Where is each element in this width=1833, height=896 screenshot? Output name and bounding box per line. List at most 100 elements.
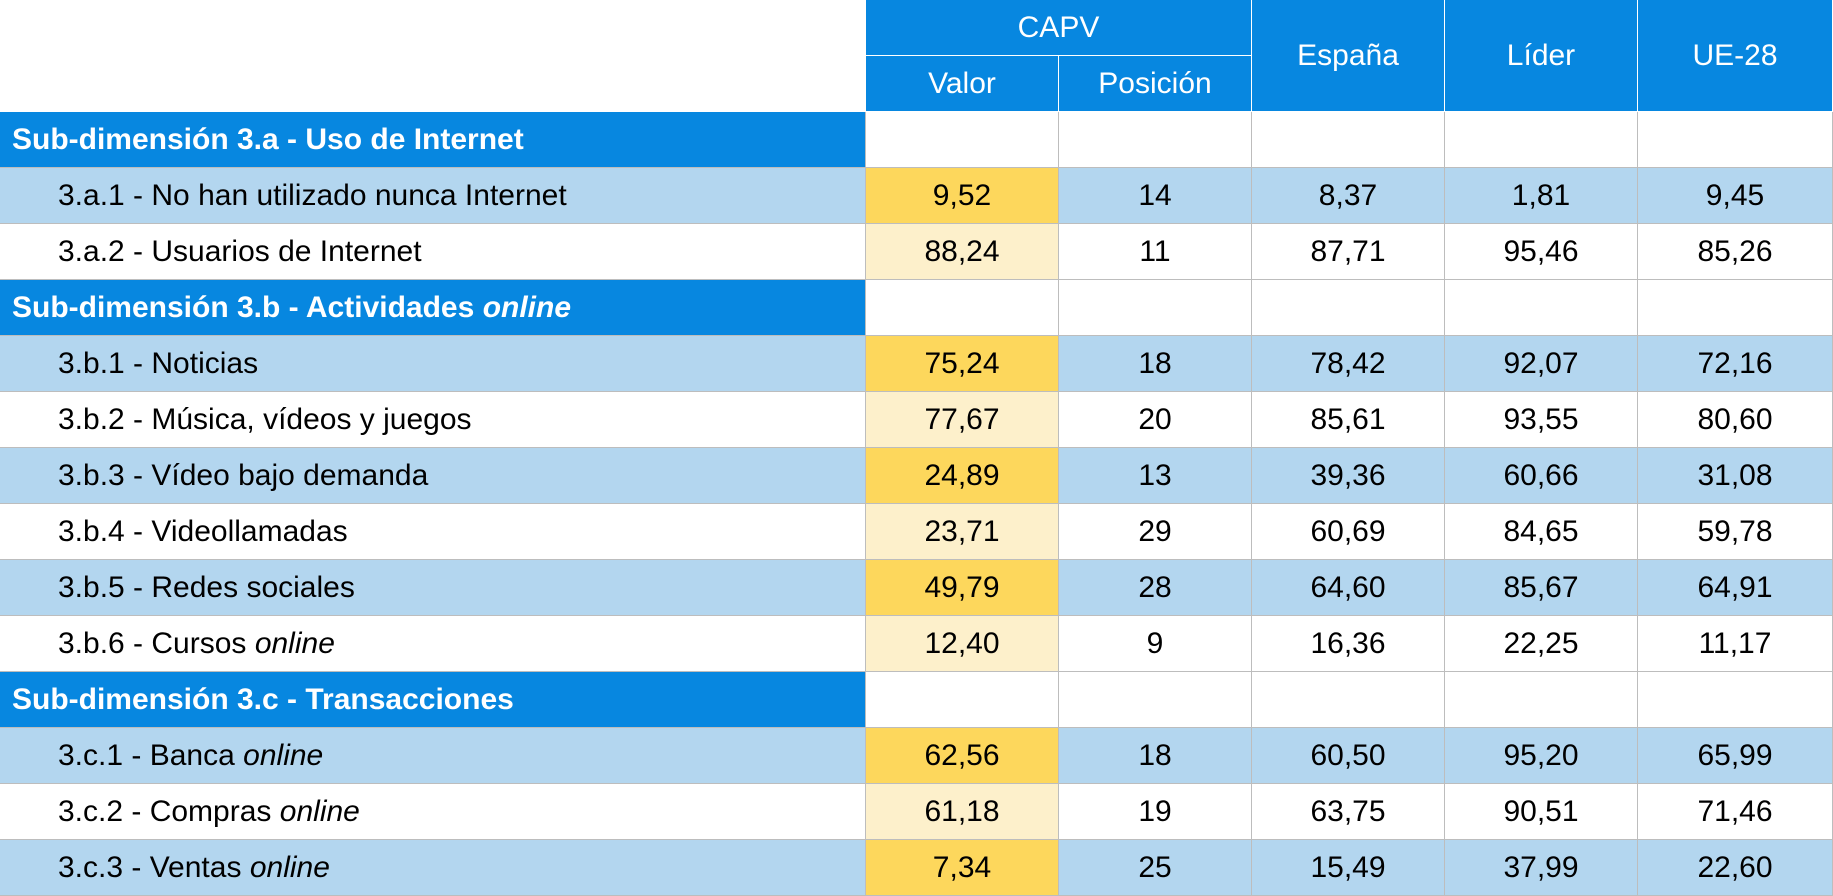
value: 72,16 [1697,346,1773,380]
value-cell: 60,66 [1445,448,1638,504]
value-cell: 22,60 [1638,840,1833,896]
header-cell: Valor [866,56,1059,112]
value-cell: 85,26 [1638,224,1833,280]
value-cell: 62,56 [866,728,1059,784]
row-label: 3.b.1 - Noticias [58,346,259,380]
header-text: UE-28 [1692,38,1778,72]
header-cell: Líder [1445,0,1638,112]
value: 14 [1138,178,1172,212]
value-cell: 31,08 [1638,448,1833,504]
header-text: Líder [1506,38,1576,72]
value: 15,49 [1310,850,1386,884]
value-cell: 29 [1059,504,1252,560]
value: 61,18 [924,794,1000,828]
value: 60,50 [1310,738,1386,772]
empty-cell [866,112,1059,168]
value-cell: 64,91 [1638,560,1833,616]
value: 7,34 [932,850,992,884]
empty-cell [866,280,1059,336]
value-cell: 95,20 [1445,728,1638,784]
value-cell: 14 [1059,168,1252,224]
value-cell: 60,50 [1252,728,1445,784]
value: 95,20 [1503,738,1579,772]
empty-cell [1445,672,1638,728]
section-title-cell: Sub-dimensión 3.c - Transacciones [0,672,866,728]
value: 65,99 [1697,738,1773,772]
row-label-cell: 3.c.2 - Compras online [0,784,866,840]
row-label: 3.c.1 - Banca [58,738,235,772]
value-cell: 78,42 [1252,336,1445,392]
value-cell: 28 [1059,560,1252,616]
row-label-cell: 3.b.5 - Redes sociales [0,560,866,616]
value: 31,08 [1697,458,1773,492]
row-label-italic: online [279,794,360,828]
row-label-italic: online [249,850,330,884]
value-cell: 85,67 [1445,560,1638,616]
value: 11,17 [1698,626,1772,660]
empty-cell [1252,112,1445,168]
value-cell: 87,71 [1252,224,1445,280]
value: 37,99 [1503,850,1579,884]
value: 90,51 [1503,794,1579,828]
row-label-italic: online [243,738,324,772]
empty-cell [1059,280,1252,336]
value-cell: 77,67 [866,392,1059,448]
value-cell: 39,36 [1252,448,1445,504]
value-cell: 8,37 [1252,168,1445,224]
value-cell: 12,40 [866,616,1059,672]
value-cell: 22,25 [1445,616,1638,672]
value: 49,79 [924,570,1000,604]
row-label: 3.b.2 - Música, vídeos y juegos [58,402,472,436]
row-label: 3.a.1 - No han utilizado nunca Internet [58,178,567,212]
row-label-italic: online [254,626,335,660]
value: 39,36 [1310,458,1386,492]
value: 92,07 [1503,346,1579,380]
row-label: 3.b.4 - Videollamadas [58,514,348,548]
header-cell: España [1252,0,1445,112]
empty-cell [1638,672,1833,728]
header-text: Valor [928,66,996,100]
empty-cell [1445,112,1638,168]
row-label-cell: 3.a.2 - Usuarios de Internet [0,224,866,280]
header-cell: Posición [1059,56,1252,112]
value: 16,36 [1310,626,1386,660]
row-label: 3.c.3 - Ventas [58,850,242,884]
row-label: 3.c.2 - Compras [58,794,272,828]
empty-cell [1445,280,1638,336]
value: 80,60 [1697,402,1773,436]
row-label-cell: 3.b.3 - Vídeo bajo demanda [0,448,866,504]
value-cell: 63,75 [1252,784,1445,840]
value-cell: 49,79 [866,560,1059,616]
section-title: Sub-dimensión 3.a - Uso de Internet [12,122,524,156]
section-title-italic: online [482,290,572,324]
empty-cell [866,672,1059,728]
value: 60,66 [1503,458,1579,492]
empty-cell [1252,672,1445,728]
row-label-cell: 3.b.2 - Música, vídeos y juegos [0,392,866,448]
row-label-cell: 3.a.1 - No han utilizado nunca Internet [0,168,866,224]
value: 23,71 [924,514,1000,548]
value: 88,24 [924,234,1000,268]
value-cell: 64,60 [1252,560,1445,616]
value: 9,45 [1705,178,1765,212]
value-cell: 16,36 [1252,616,1445,672]
value-cell: 93,55 [1445,392,1638,448]
value-cell: 20 [1059,392,1252,448]
value: 18 [1138,346,1172,380]
header-group-cell: CAPV [866,0,1252,56]
empty-cell [1059,672,1252,728]
value: 1,81 [1511,178,1571,212]
value-cell: 72,16 [1638,336,1833,392]
value: 84,65 [1503,514,1579,548]
value: 85,26 [1697,234,1773,268]
value: 75,24 [924,346,1000,380]
value: 19 [1138,794,1172,828]
value-cell: 84,65 [1445,504,1638,560]
value-cell: 95,46 [1445,224,1638,280]
value: 59,78 [1697,514,1773,548]
value-cell: 18 [1059,728,1252,784]
value-cell: 7,34 [866,840,1059,896]
value: 63,75 [1310,794,1386,828]
value-cell: 9,52 [866,168,1059,224]
